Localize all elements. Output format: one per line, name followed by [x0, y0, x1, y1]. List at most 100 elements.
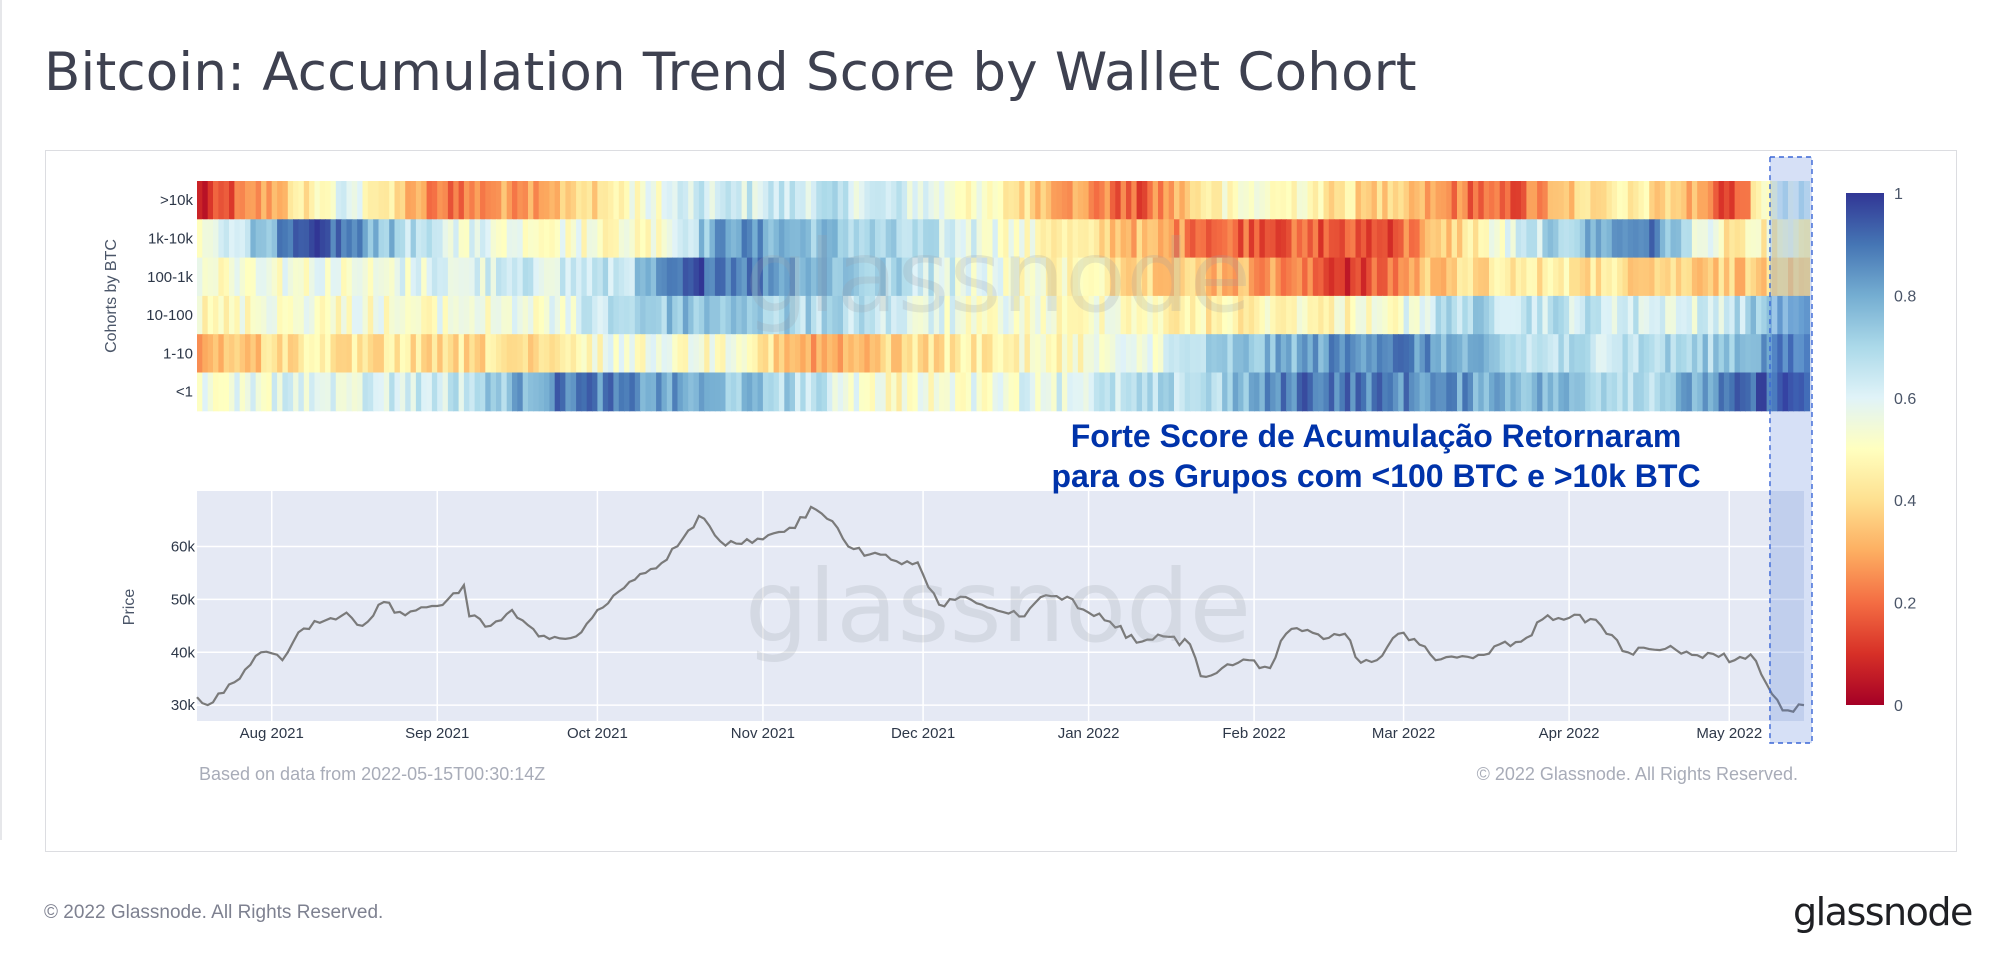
heatmap-cell — [528, 181, 535, 220]
heatmap-cell — [517, 181, 524, 220]
heatmap-cell — [1782, 219, 1789, 259]
heatmap-cell — [544, 257, 551, 297]
heatmap-cell — [1248, 257, 1255, 297]
heatmap-cell — [1574, 295, 1581, 335]
heatmap-cell — [1750, 181, 1757, 220]
heatmap-cell — [1403, 295, 1410, 335]
heatmap-cell — [1569, 219, 1576, 259]
heatmap-cell — [1531, 181, 1538, 220]
heatmap-cell — [592, 257, 599, 297]
heatmap-cell — [309, 181, 316, 220]
heatmap-cell — [1531, 257, 1538, 297]
heatmap-cell — [570, 334, 577, 373]
heatmap-cell — [997, 295, 1004, 335]
heatmap-cell — [1254, 334, 1261, 373]
heatmap-cell — [1275, 372, 1282, 412]
heatmap-cell — [1195, 295, 1202, 335]
heatmap-cell — [1296, 372, 1303, 412]
heatmap-cell — [490, 334, 497, 373]
heatmap-cell — [1270, 334, 1277, 373]
heatmap-cell — [1382, 295, 1389, 335]
heatmap-cell — [266, 295, 273, 335]
heatmap-cell — [1222, 219, 1229, 259]
heatmap-cell — [1670, 219, 1677, 259]
heatmap-cell — [1617, 334, 1624, 373]
heatmap-cell — [1478, 219, 1485, 259]
heatmap-cell — [816, 257, 823, 297]
heatmap-cell — [1131, 295, 1138, 335]
heatmap-cell — [1334, 295, 1341, 335]
heatmap-cell — [341, 372, 348, 412]
heatmap-cell — [453, 334, 460, 373]
heatmap-cell — [1649, 219, 1656, 259]
heatmap-cell — [1195, 219, 1202, 259]
heatmap-cell — [1040, 295, 1047, 335]
heatmap-cell — [1131, 334, 1138, 373]
heatmap-cell — [773, 295, 780, 335]
heatmap-row-label: <1 — [176, 384, 193, 401]
heatmap-cell — [896, 219, 903, 259]
heatmap-cell — [303, 295, 310, 335]
heatmap-cell — [1601, 295, 1608, 335]
heatmap-cell — [399, 334, 406, 373]
heatmap-cell — [1115, 372, 1122, 412]
heatmap-cell — [287, 372, 294, 412]
heatmap-cell — [795, 334, 802, 373]
heatmap-cell — [250, 257, 257, 297]
heatmap-cell — [362, 334, 369, 373]
heatmap-cell — [1061, 181, 1068, 220]
price-x-tick: Feb 2022 — [1222, 725, 1285, 742]
heatmap-cell — [624, 372, 631, 412]
heatmap-cell — [912, 181, 919, 220]
heatmap-cell — [1061, 219, 1068, 259]
heatmap-cell — [223, 219, 230, 259]
heatmap-cell — [293, 372, 300, 412]
heatmap-cell — [480, 257, 487, 297]
heatmap-cell — [1387, 372, 1394, 412]
colorbar-tick: 0.6 — [1894, 391, 1916, 408]
price-x-tick: Oct 2021 — [567, 725, 628, 742]
heatmap-cell — [869, 181, 876, 220]
heatmap-cell — [261, 295, 268, 335]
heatmap-cell — [730, 372, 737, 412]
page-edge-rule — [0, 0, 2, 840]
heatmap-cell — [1371, 257, 1378, 297]
heatmap-cell — [608, 219, 615, 259]
heatmap-cell — [693, 181, 700, 220]
heatmap-cell — [864, 219, 871, 259]
heatmap-cell — [1366, 219, 1373, 259]
heatmap-cell — [933, 372, 940, 412]
heatmap-cell — [1291, 219, 1298, 259]
heatmap-cell — [234, 334, 241, 373]
heatmap-cell — [720, 372, 727, 412]
heatmap-cell — [1761, 372, 1768, 412]
heatmap-cell — [1483, 372, 1490, 412]
heatmap-cell — [197, 295, 204, 335]
heatmap-cell — [741, 372, 748, 412]
heatmap-cell — [1478, 295, 1485, 335]
heatmap-cell — [362, 219, 369, 259]
heatmap-cell — [1702, 334, 1709, 373]
heatmap-cell — [725, 219, 732, 259]
heatmap-cell — [923, 181, 930, 220]
heatmap-cell — [1590, 219, 1597, 259]
heatmap-cell — [672, 372, 679, 412]
heatmap-cell — [1627, 181, 1634, 220]
heatmap-cell — [1654, 295, 1661, 335]
heatmap-cell — [1264, 334, 1271, 373]
heatmap-cell — [1184, 257, 1191, 297]
heatmap-cell — [1526, 219, 1533, 259]
heatmap-cell — [1035, 219, 1042, 259]
heatmap-cell — [298, 257, 305, 297]
heatmap-cell — [1697, 257, 1704, 297]
heatmap-cell — [266, 372, 273, 412]
heatmap-cell — [1467, 372, 1474, 412]
heatmap-cell — [736, 257, 743, 297]
heatmap-cell — [389, 295, 396, 335]
heatmap-cell — [357, 181, 364, 220]
heatmap-cell — [784, 295, 791, 335]
heatmap-cell — [325, 295, 332, 335]
heatmap-cell — [875, 372, 882, 412]
heatmap-cell — [1424, 219, 1431, 259]
heatmap-cell — [1099, 219, 1106, 259]
